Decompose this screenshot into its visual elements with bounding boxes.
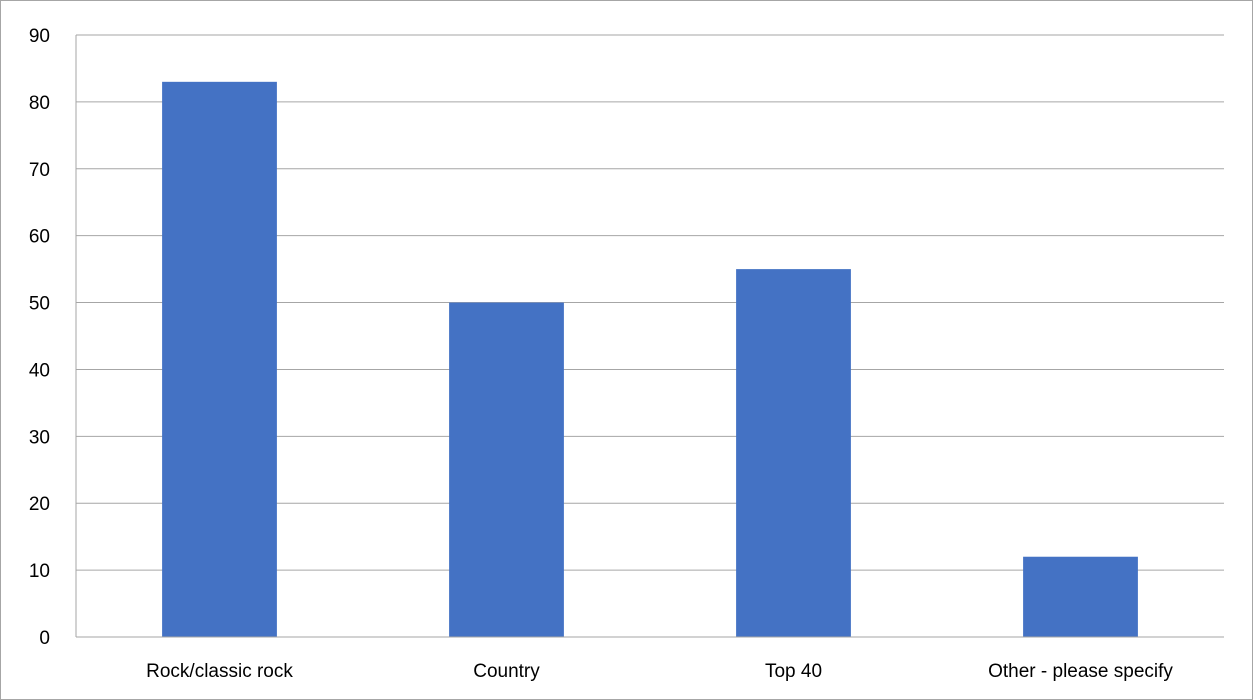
y-axis-ticks: 0 10 20 30 40 50 60 70 80 90 [29, 26, 50, 649]
bar [736, 269, 851, 637]
y-tick-label: 80 [29, 93, 50, 114]
y-tick-label: 90 [29, 26, 50, 47]
y-tick-label: 10 [29, 561, 50, 582]
y-tick-label: 20 [29, 494, 50, 515]
bar [162, 81, 277, 638]
y-tick-label: 60 [29, 227, 50, 248]
x-tick-label: Country [473, 661, 540, 682]
x-tick-label: Rock/classic rock [146, 661, 293, 682]
bar [1023, 556, 1138, 637]
y-tick-label: 70 [29, 160, 50, 181]
bar [449, 302, 564, 637]
y-tick-label: 50 [29, 294, 50, 315]
x-tick-label: Other - please specify [988, 661, 1173, 682]
y-tick-label: 30 [29, 427, 50, 448]
y-tick-label: 0 [39, 628, 50, 649]
x-tick-label: Top 40 [765, 661, 822, 682]
x-axis-ticks: Rock/classic rock Country Top 40 Other - pl… [146, 661, 1173, 682]
bars [162, 81, 1138, 638]
y-tick-label: 40 [29, 360, 50, 381]
